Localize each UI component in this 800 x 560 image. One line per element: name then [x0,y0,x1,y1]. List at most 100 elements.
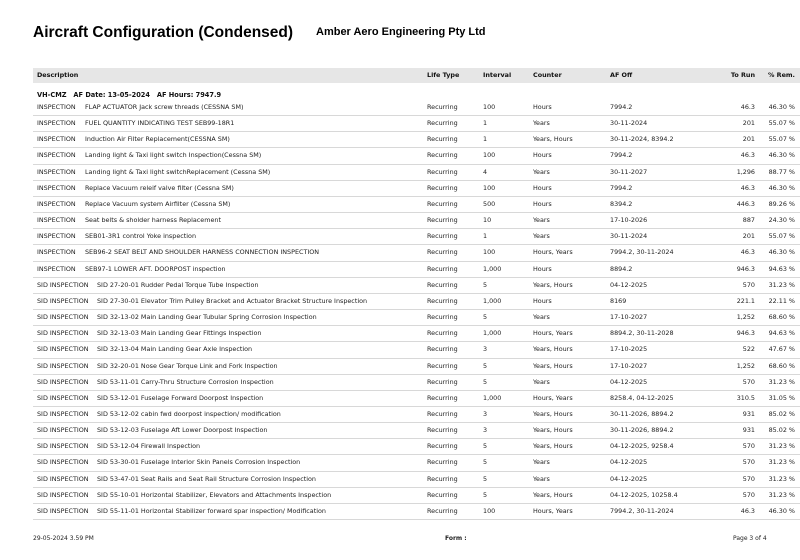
row-life-type: Recurring [427,506,458,515]
row-af-off: 8169 [610,296,627,305]
row-life-type: Recurring [427,280,458,289]
table-row: SID INSPECTION SID 32-20-01 Nose Gear Tor… [33,359,800,375]
row-life-type: Recurring [427,296,458,305]
row-counter: Years, Hours [533,426,573,435]
row-type: INSPECTION [37,183,76,192]
row-life-type: Recurring [427,329,458,338]
row-type: SID INSPECTION [37,296,89,305]
row-pct-rem: 22.11 % [768,296,795,305]
row-description: Landing light & Taxi light switchReplace… [85,167,271,176]
table-row: SID INSPECTION SID 53-12-01 Fuselage Forw… [33,391,800,407]
row-description: SID 32-20-01 Nose Gear Torque Link and F… [97,361,278,370]
row-counter: Years [533,216,550,225]
row-to-run: 201 [742,135,755,144]
row-to-run: 46.3 [740,183,755,192]
row-to-run: 570 [742,490,755,499]
row-to-run: 570 [742,377,755,386]
table-row: INSPECTION SEB01-3R1 control Yoke inspect… [33,229,800,246]
row-type: SID INSPECTION [37,442,89,451]
row-life-type: Recurring [427,377,458,386]
row-interval: 5 [483,490,488,499]
row-life-type: Recurring [427,361,458,370]
row-description: SID 53-47-01 Seat Rails and Seat Rail St… [97,474,316,483]
row-af-off: 30-11-2024, 8394.2 [610,135,674,144]
row-counter: Years, Hours [533,345,573,354]
row-description: SID 32-13-03 Main Landing Gear Fittings … [97,329,262,338]
row-to-run: 201 [742,119,755,128]
row-counter: Hours [533,199,552,208]
row-description: SID 32-13-04 Main Landing Gear Axle Insp… [97,345,253,354]
table-row: SID INSPECTION SID 27-30-01 Elevator Trim… [33,294,800,311]
table-row: SID INSPECTION SID 32-13-02 Main Landing … [33,310,800,327]
row-pct-rem: 68.60 % [768,361,795,370]
row-description: SID 53-12-01 Fuselage Forward Doorpost I… [97,393,264,402]
row-pct-rem: 31.23 % [768,280,795,289]
row-type: SID INSPECTION [37,377,89,386]
row-description: SID 53-11-01 Carry-Thru Structure Corros… [97,377,274,386]
row-interval: 5 [483,458,488,467]
row-af-off: 04-12-2025 [610,474,648,483]
row-type: INSPECTION [37,135,76,144]
row-type: INSPECTION [37,232,76,241]
table-row: SID INSPECTION SID 55-11-01 Horizontal St… [33,504,800,521]
row-interval: 500 [483,199,496,208]
row-interval: 1 [483,135,488,144]
row-counter: Hours, Years [533,248,573,257]
row-life-type: Recurring [427,248,458,257]
row-af-off: 17-10-2025 [610,345,648,354]
row-counter: Years [533,232,550,241]
row-interval: 100 [483,151,496,160]
row-interval: 5 [483,442,488,451]
row-af-off: 17-10-2027 [610,361,648,370]
row-life-type: Recurring [427,490,458,499]
row-type: INSPECTION [37,151,76,160]
row-interval: 100 [483,183,496,192]
table-row: INSPECTION Landing light & Taxi light swi… [33,148,800,165]
row-af-off: 7994.2 [610,183,633,192]
row-description: SID 53-12-03 Fuselage Aft Lower Doorpost… [97,426,268,435]
row-counter: Hours [533,183,552,192]
row-pct-rem: 31.05 % [768,393,795,402]
row-af-off: 17-10-2026 [610,216,648,225]
row-interval: 5 [483,474,488,483]
row-af-off: 8894.2, 30-11-2028 [610,329,674,338]
row-pct-rem: 24.30 % [768,216,795,225]
row-type: INSPECTION [37,248,76,257]
row-interval: 100 [483,248,496,257]
row-interval: 5 [483,361,488,370]
row-af-off: 8394.2 [610,199,633,208]
row-pct-rem: 46.30 % [768,103,795,111]
company-name: Amber Aero Engineering Pty Ltd [316,26,486,38]
footer-timestamp: 29-05-2024 3.59 PM [33,535,94,542]
table-row: SID INSPECTION SID 53-47-01 Seat Rails an… [33,472,800,488]
row-pct-rem: 94.63 % [768,329,795,338]
row-type: INSPECTION [37,167,76,176]
row-counter: Hours [533,103,552,111]
row-to-run: 570 [742,280,755,289]
row-description: Seat belts & sholder harness Replacement [85,216,221,225]
row-to-run: 946.3 [736,329,755,338]
row-interval: 3 [483,345,488,354]
row-to-run: 446.3 [736,199,755,208]
table-row: SID INSPECTION SID 53-12-02 cabin fwd doo… [33,407,800,424]
row-type: SID INSPECTION [37,474,89,483]
row-description: SEB01-3R1 control Yoke inspection [85,232,197,241]
row-af-off: 30-11-2026, 8894.2 [610,409,674,418]
row-to-run: 887 [742,216,755,225]
row-life-type: Recurring [427,409,458,418]
row-description: SID 55-10-01 Horizontal Stabilizer, Elev… [97,490,332,499]
row-to-run: 310.5 [736,393,755,402]
table-row: INSPECTION FLAP ACTUATOR Jack screw threa… [33,100,800,117]
row-life-type: Recurring [427,442,458,451]
row-counter: Hours [533,296,552,305]
row-interval: 10 [483,216,492,225]
row-type: SID INSPECTION [37,490,89,499]
row-pct-rem: 85.02 % [768,409,795,418]
row-interval: 3 [483,409,488,418]
col-pct-rem: % Rem. [768,71,795,79]
row-interval: 5 [483,280,488,289]
row-description: Replace Vacuum system Airfilter (Cessna … [85,199,231,208]
row-counter: Hours [533,151,552,160]
table-row: SID INSPECTION SID 32-13-04 Main Landing … [33,342,800,359]
row-type: SID INSPECTION [37,329,89,338]
